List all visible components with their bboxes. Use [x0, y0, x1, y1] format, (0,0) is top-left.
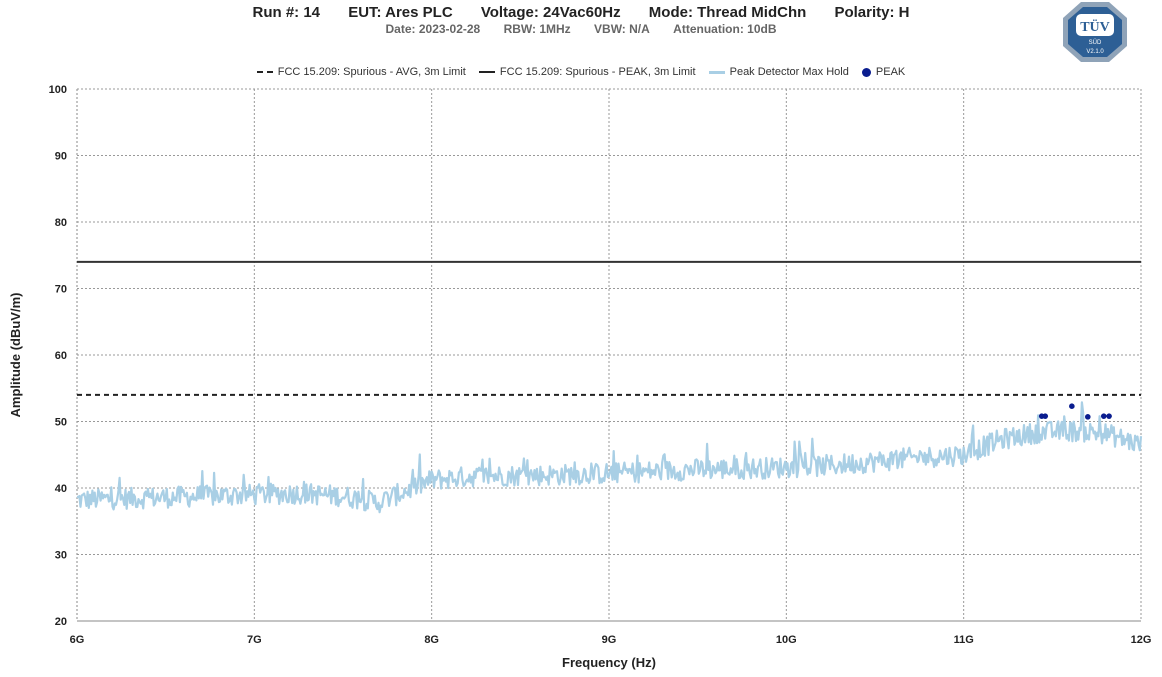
- rbw-label: RBW: 1MHz: [504, 22, 571, 36]
- run-number: Run #: 14: [253, 4, 321, 21]
- dashed-line-icon: [257, 71, 273, 73]
- y-axis-title: Amplitude (dBuV/m): [8, 293, 23, 418]
- light-line-icon: [709, 71, 725, 74]
- grid: [77, 89, 1141, 621]
- y-tick-label: 90: [55, 151, 67, 163]
- vbw-label: VBW: N/A: [594, 22, 650, 36]
- legend-item-avg-limit[interactable]: FCC 15.209: Spurious - AVG, 3m Limit: [257, 66, 466, 78]
- logo-main-text: TÜV: [1080, 18, 1110, 35]
- x-tick-label: 12G: [1131, 634, 1152, 646]
- y-tick-label: 80: [55, 217, 67, 229]
- title-line: Run #: 14 EUT: Ares PLC Voltage: 24Vac60…: [0, 4, 1162, 21]
- voltage-label: Voltage: 24Vac60Hz: [481, 4, 621, 21]
- peak-marker: [1069, 403, 1075, 409]
- legend-label-peak-limit: FCC 15.209: Spurious - PEAK, 3m Limit: [500, 66, 696, 78]
- legend-item-peak-limit[interactable]: FCC 15.209: Spurious - PEAK, 3m Limit: [479, 66, 696, 78]
- x-tick-label: 11G: [954, 634, 974, 646]
- x-tick-label: 8G: [424, 634, 439, 646]
- attenuation-label: Attenuation: 10dB: [673, 22, 776, 36]
- legend-label-avg-limit: FCC 15.209: Spurious - AVG, 3m Limit: [278, 66, 466, 78]
- y-tick-label: 50: [55, 417, 67, 429]
- solid-line-icon: [479, 71, 495, 73]
- tuv-sud-logo: TÜV SÜD V2.1.0: [1061, 0, 1129, 64]
- x-tick-label: 6G: [70, 634, 85, 646]
- peak-marker: [1085, 414, 1091, 420]
- peak-marker: [1106, 413, 1112, 419]
- y-tick-label: 70: [55, 284, 67, 296]
- x-tick-label: 10G: [776, 634, 797, 646]
- eut-label: EUT: Ares PLC: [348, 4, 452, 21]
- x-tick-label: 9G: [602, 634, 617, 646]
- legend-label-peak: PEAK: [876, 66, 905, 78]
- legend: FCC 15.209: Spurious - AVG, 3m Limit FCC…: [0, 66, 1162, 78]
- y-tick-label: 60: [55, 350, 67, 362]
- y-tick-label: 40: [55, 483, 67, 495]
- y-tick-label: 20: [55, 616, 67, 628]
- legend-label-trace: Peak Detector Max Hold: [730, 66, 849, 78]
- y-tick-label: 30: [55, 550, 67, 562]
- polarity-label: Polarity: H: [834, 4, 909, 21]
- y-tick-label: 100: [49, 84, 67, 96]
- x-axis-title: Frequency (Hz): [562, 655, 656, 670]
- legend-item-peak[interactable]: PEAK: [862, 66, 905, 78]
- date-label: Date: 2023-02-28: [386, 22, 481, 36]
- mode-label: Mode: Thread MidChn: [649, 4, 807, 21]
- peak-marker: [1101, 413, 1107, 419]
- legend-item-trace[interactable]: Peak Detector Max Hold: [709, 66, 849, 78]
- peak-marker: [1042, 413, 1048, 419]
- peak-markers: [1039, 403, 1112, 419]
- x-tick-label: 7G: [247, 634, 262, 646]
- chart-header: Run #: 14 EUT: Ares PLC Voltage: 24Vac60…: [0, 4, 1162, 36]
- tick-labels: 20 30 40 50 60 70 80 90 100 6G 7G 8G 9G 10G 11G 12G: [49, 84, 1152, 646]
- dot-icon: [862, 68, 871, 77]
- logo-sub-text: SÜD: [1089, 39, 1102, 46]
- subtitle-line: Date: 2023-02-28 RBW: 1MHz VBW: N/A Atte…: [0, 22, 1162, 36]
- logo-version-text: V2.1.0: [1086, 49, 1104, 55]
